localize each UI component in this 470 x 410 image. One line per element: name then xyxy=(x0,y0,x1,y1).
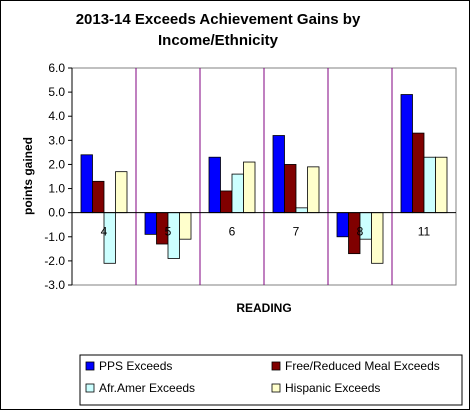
legend-label-3: Afr.Amer Exceeds xyxy=(99,381,195,395)
y-axis: 6.0 5.0 4.0 3.0 2.0 1.0 0.0 -1.0 -2.0 -3.0 xyxy=(44,61,73,292)
bar-8-series-4 xyxy=(371,212,384,264)
x-tick-label: 7 xyxy=(293,225,300,239)
y-tick-label: 0.0 xyxy=(48,206,65,220)
bar-7-series-2 xyxy=(284,164,297,214)
bar-6-series-2 xyxy=(220,190,233,214)
bar-6-series-1 xyxy=(208,156,221,214)
bar-4-series-4 xyxy=(115,171,128,214)
bar-8-series-1 xyxy=(336,212,349,238)
legend-swatch-4 xyxy=(271,383,281,393)
legend-swatch-1 xyxy=(85,361,95,371)
bar-7-series-3 xyxy=(295,207,308,214)
y-tick-label: 4.0 xyxy=(48,109,65,123)
chart-title-line-2: Income/Ethnicity xyxy=(158,32,279,49)
category-separators xyxy=(135,68,393,285)
bar-5-series-1 xyxy=(144,212,157,235)
legend-swatch-3 xyxy=(85,383,95,393)
bar-11-series-3 xyxy=(423,156,436,214)
y-axis-title: points gained xyxy=(21,137,35,215)
chart-title-line-1: 2013-14 Exceeds Achievement Gains by xyxy=(76,11,361,28)
bar-7-series-1 xyxy=(272,135,285,214)
x-tick-label: 8 xyxy=(357,225,364,239)
y-tick-label: 3.0 xyxy=(48,133,65,147)
y-tick-label: -1.0 xyxy=(44,230,65,244)
bar-7-series-4 xyxy=(307,166,320,214)
x-axis-title: READING xyxy=(236,301,291,315)
x-tick-label: 5 xyxy=(165,225,172,239)
bar-6-series-3 xyxy=(231,173,244,214)
bar-11-series-4 xyxy=(435,156,448,214)
legend-label-4: Hispanic Exceeds xyxy=(285,381,380,395)
x-tick-label: 6 xyxy=(229,225,236,239)
x-tick-label: 4 xyxy=(101,225,108,239)
legend-box xyxy=(79,354,463,406)
bar-11-series-2 xyxy=(412,132,425,214)
legend-swatch-2 xyxy=(271,361,281,371)
y-tick-label: 6.0 xyxy=(48,61,65,75)
x-tick-label: 11 xyxy=(418,225,431,239)
x-tick-labels: 4 5 6 7 8 11 xyxy=(101,225,431,239)
bars-group xyxy=(72,94,456,264)
y-tick-label: -2.0 xyxy=(44,254,65,268)
bar-11-series-1 xyxy=(400,94,413,214)
y-tick-label: 2.0 xyxy=(48,157,65,171)
y-tick-label: -3.0 xyxy=(44,278,65,292)
bar-4-series-2 xyxy=(92,180,105,214)
bar-6-series-4 xyxy=(243,161,256,214)
y-tick-label: 5.0 xyxy=(48,85,65,99)
legend: PPS Exceeds Free/Reduced Meal Exceeds Afr.… xyxy=(85,359,440,395)
legend-label-1: PPS Exceeds xyxy=(99,359,172,373)
legend-label-2: Free/Reduced Meal Exceeds xyxy=(285,359,440,373)
bar-5-series-4 xyxy=(179,212,192,240)
bar-4-series-1 xyxy=(80,154,93,214)
y-tick-label: 1.0 xyxy=(48,182,65,196)
